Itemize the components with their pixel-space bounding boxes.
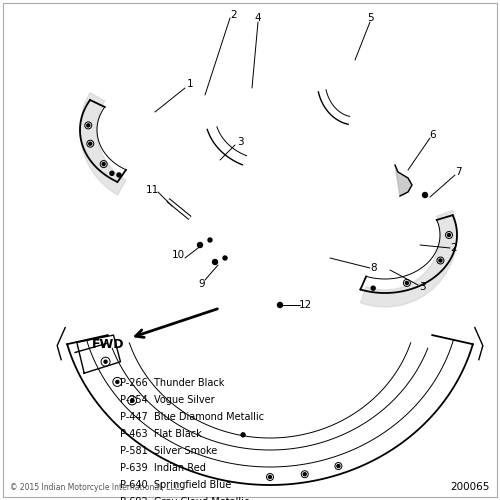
Text: 9: 9 [198,279,205,289]
Text: 8: 8 [370,263,378,273]
Polygon shape [395,165,412,196]
Circle shape [110,172,114,175]
Text: 3: 3 [236,137,244,147]
Text: P-266  Thunder Black: P-266 Thunder Black [120,378,224,388]
Text: P-581  Silver Smoke: P-581 Silver Smoke [120,446,217,456]
Text: 11: 11 [146,185,158,195]
Text: 2: 2 [230,10,237,20]
Circle shape [223,256,227,260]
Text: P-447  Blue Diamond Metallic: P-447 Blue Diamond Metallic [120,412,264,422]
Text: P-354  Vogue Silver: P-354 Vogue Silver [120,395,214,405]
Text: © 2015 Indian Motorcycle International, LLC: © 2015 Indian Motorcycle International, … [10,483,180,492]
Circle shape [102,162,105,166]
Circle shape [117,173,121,177]
Circle shape [208,238,212,242]
Circle shape [337,464,340,468]
Circle shape [212,260,218,264]
Circle shape [241,433,245,437]
Text: 4: 4 [254,13,262,23]
Circle shape [87,124,90,127]
Circle shape [303,472,306,476]
Text: P-640  Springfield Blue: P-640 Springfield Blue [120,480,231,490]
Wedge shape [360,210,457,307]
Text: 2: 2 [450,243,458,253]
Text: 10: 10 [172,250,184,260]
Circle shape [422,192,428,198]
Text: 3: 3 [418,282,426,292]
Circle shape [116,380,119,384]
Text: 5: 5 [366,13,374,23]
Circle shape [104,360,107,363]
Circle shape [439,259,442,262]
Text: 7: 7 [454,167,462,177]
Text: FWD: FWD [92,338,124,351]
Circle shape [406,282,408,284]
Circle shape [371,286,375,290]
Text: P-463  Flat Black: P-463 Flat Black [120,429,202,439]
Wedge shape [80,92,126,195]
Circle shape [198,242,202,248]
Text: 200065: 200065 [450,482,490,492]
Text: P-639  Indian Red: P-639 Indian Red [120,463,206,473]
Circle shape [448,234,450,236]
Circle shape [268,476,272,478]
Text: 1: 1 [186,79,194,89]
Text: P-692  Gray Cloud Metallic: P-692 Gray Cloud Metallic [120,497,249,500]
Circle shape [89,142,92,145]
Circle shape [130,399,134,402]
Text: 6: 6 [430,130,436,140]
Text: 12: 12 [298,300,312,310]
Circle shape [278,302,282,308]
